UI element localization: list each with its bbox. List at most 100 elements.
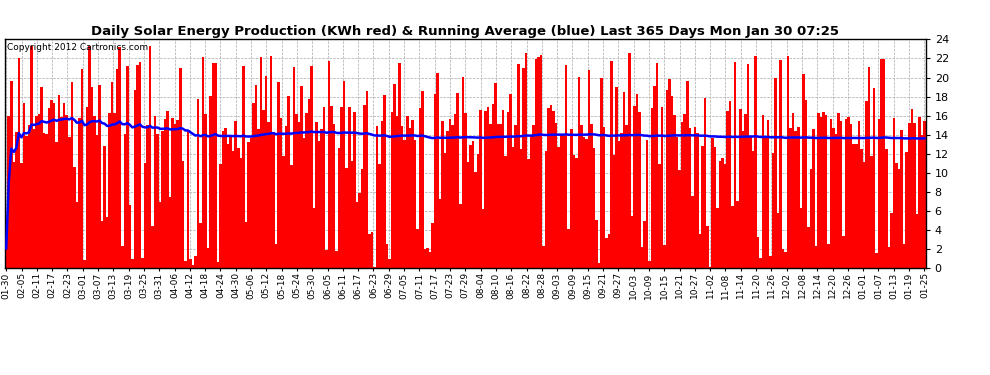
- Bar: [901, 130, 903, 268]
- Bar: [30, 46, 33, 268]
- Bar: [93, 116, 96, 268]
- Bar: [530, 135, 533, 268]
- Bar: [903, 244, 906, 268]
- Bar: [916, 214, 918, 268]
- Bar: [476, 154, 479, 268]
- Bar: [533, 125, 535, 268]
- Bar: [810, 168, 812, 268]
- Bar: [623, 92, 626, 268]
- Bar: [616, 87, 618, 268]
- Bar: [60, 117, 63, 268]
- Bar: [232, 151, 235, 268]
- Bar: [282, 156, 285, 268]
- Bar: [847, 117, 850, 268]
- Bar: [696, 132, 699, 268]
- Bar: [805, 100, 807, 268]
- Bar: [383, 96, 386, 268]
- Bar: [456, 93, 459, 268]
- Bar: [131, 259, 134, 268]
- Bar: [41, 87, 43, 268]
- Bar: [593, 147, 595, 268]
- Bar: [538, 57, 540, 268]
- Bar: [272, 132, 275, 268]
- Bar: [398, 63, 401, 268]
- Bar: [582, 137, 585, 268]
- Bar: [499, 124, 502, 268]
- Bar: [751, 151, 754, 268]
- Bar: [482, 209, 484, 268]
- Bar: [800, 209, 802, 268]
- Bar: [432, 223, 434, 268]
- Bar: [766, 120, 769, 268]
- Bar: [812, 129, 815, 268]
- Bar: [186, 130, 189, 268]
- Bar: [749, 137, 751, 268]
- Bar: [628, 53, 631, 268]
- Bar: [512, 147, 515, 268]
- Bar: [419, 108, 421, 268]
- Bar: [699, 234, 701, 268]
- Bar: [88, 46, 91, 268]
- Bar: [580, 125, 582, 268]
- Bar: [48, 108, 50, 268]
- Bar: [722, 158, 724, 268]
- Bar: [83, 260, 86, 268]
- Bar: [270, 56, 272, 268]
- Bar: [774, 78, 777, 268]
- Bar: [554, 123, 557, 268]
- Bar: [204, 114, 207, 268]
- Bar: [393, 84, 396, 268]
- Bar: [5, 249, 8, 268]
- Bar: [543, 246, 545, 268]
- Bar: [421, 91, 424, 268]
- Bar: [815, 246, 817, 268]
- Bar: [136, 65, 139, 268]
- Bar: [590, 124, 593, 268]
- Bar: [704, 98, 706, 268]
- Bar: [621, 133, 623, 268]
- Bar: [65, 115, 68, 268]
- Bar: [446, 132, 448, 268]
- Bar: [174, 124, 176, 268]
- Bar: [613, 155, 616, 268]
- Bar: [303, 138, 305, 268]
- Bar: [142, 258, 144, 268]
- Bar: [33, 129, 36, 268]
- Bar: [469, 146, 471, 268]
- Title: Daily Solar Energy Production (KWh red) & Running Average (blue) Last 365 Days M: Daily Solar Energy Production (KWh red) …: [91, 25, 840, 38]
- Bar: [86, 107, 88, 268]
- Bar: [147, 124, 148, 268]
- Bar: [655, 63, 658, 268]
- Bar: [448, 119, 451, 268]
- Bar: [867, 67, 870, 268]
- Bar: [15, 132, 18, 268]
- Bar: [222, 131, 225, 268]
- Bar: [396, 116, 398, 268]
- Bar: [308, 99, 310, 268]
- Bar: [671, 96, 673, 268]
- Bar: [243, 66, 245, 268]
- Bar: [350, 161, 353, 268]
- Bar: [277, 82, 280, 268]
- Bar: [10, 81, 13, 268]
- Bar: [479, 110, 482, 268]
- Bar: [108, 113, 111, 268]
- Bar: [823, 112, 825, 268]
- Bar: [43, 133, 46, 268]
- Bar: [96, 135, 98, 268]
- Bar: [411, 120, 414, 268]
- Bar: [484, 111, 487, 268]
- Bar: [872, 88, 875, 268]
- Bar: [497, 124, 499, 268]
- Bar: [756, 237, 759, 268]
- Bar: [648, 261, 650, 268]
- Bar: [779, 60, 782, 268]
- Bar: [598, 262, 600, 268]
- Bar: [171, 118, 174, 268]
- Bar: [782, 249, 784, 268]
- Bar: [737, 201, 739, 268]
- Bar: [862, 162, 865, 268]
- Bar: [906, 152, 908, 268]
- Bar: [121, 246, 124, 268]
- Bar: [789, 128, 792, 268]
